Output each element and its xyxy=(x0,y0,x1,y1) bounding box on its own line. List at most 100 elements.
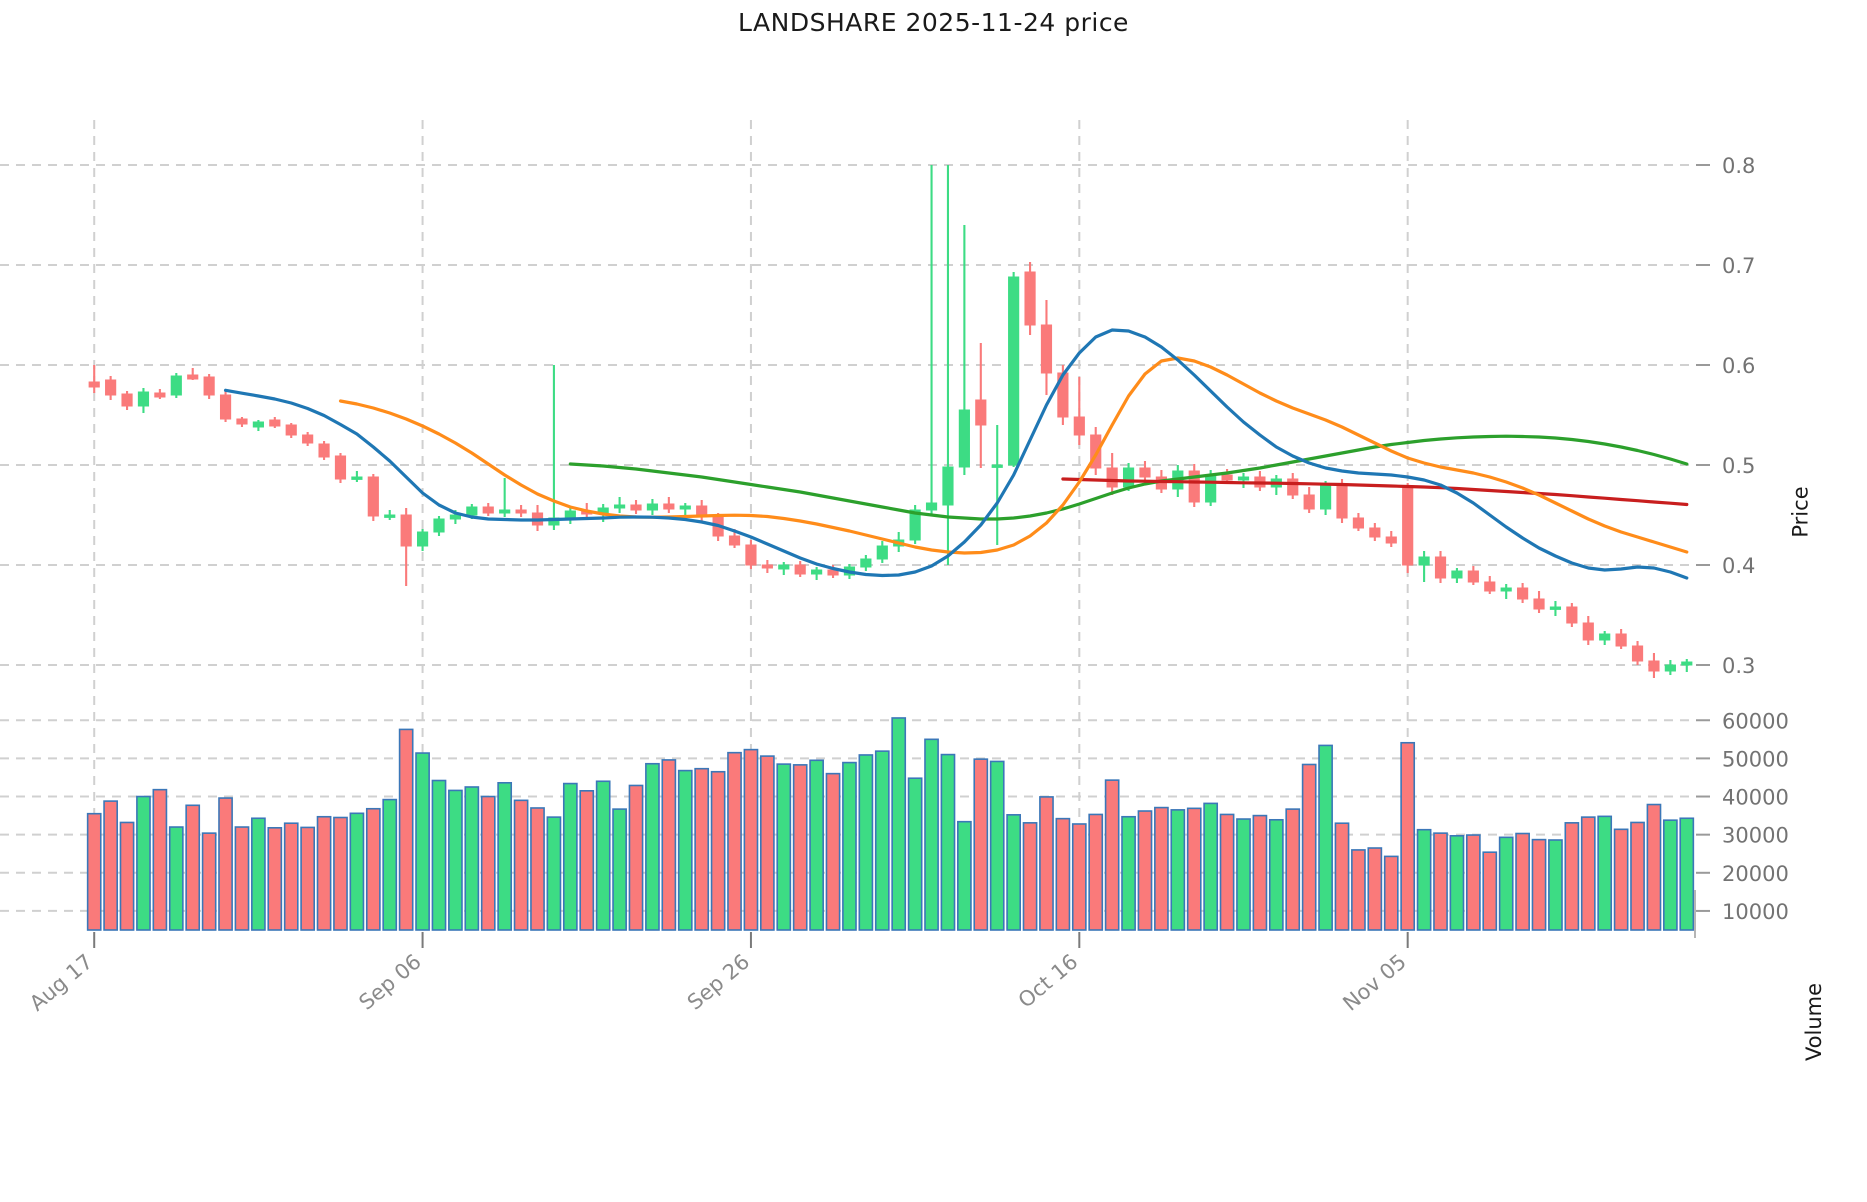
candle-body xyxy=(646,503,659,511)
volume-bar xyxy=(267,826,283,931)
volume-bar xyxy=(1416,828,1432,931)
candle-body xyxy=(1237,476,1250,481)
candle-body xyxy=(1385,536,1397,544)
volume-bar xyxy=(1548,839,1563,931)
volume-bar xyxy=(136,795,151,931)
price-tick-label: 0.3 xyxy=(1722,654,1755,678)
volume-bar xyxy=(924,738,939,931)
candle-body xyxy=(1040,324,1053,374)
volume-bar xyxy=(349,812,365,931)
candle-body xyxy=(367,476,379,517)
volume-bar xyxy=(694,767,710,931)
volume-bar xyxy=(579,790,595,931)
date-tick-label: Oct 16 xyxy=(1014,949,1083,1012)
candle-body xyxy=(1517,587,1529,600)
candle-body xyxy=(1533,598,1545,610)
candle-body xyxy=(416,531,429,547)
candle-body xyxy=(154,392,166,398)
candle-body xyxy=(1418,556,1430,566)
volume-bar xyxy=(612,808,627,931)
volume-bar xyxy=(1515,832,1530,931)
candle-body xyxy=(400,514,412,547)
volume-bar xyxy=(530,807,545,931)
candle-body xyxy=(1287,478,1299,496)
candle-body xyxy=(1205,474,1217,503)
volume-bar xyxy=(1433,832,1448,931)
candle-body xyxy=(1320,484,1332,510)
candle-body xyxy=(958,409,970,468)
volume-bar xyxy=(1268,818,1284,931)
candle-body xyxy=(1664,664,1676,672)
volume-bar xyxy=(1367,847,1383,931)
candle-body xyxy=(811,569,823,575)
candle-body xyxy=(1631,645,1644,662)
volume-tick-label: 20000 xyxy=(1722,862,1789,886)
candle-body xyxy=(909,509,921,541)
volume-bar xyxy=(1071,823,1087,931)
candle-body xyxy=(728,535,741,546)
candle-body xyxy=(236,418,248,425)
date-tick-label: Sep 06 xyxy=(354,949,425,1014)
volume-bar xyxy=(1580,816,1596,931)
volume-bar xyxy=(1121,815,1136,931)
volume-bar xyxy=(1482,851,1498,931)
candle-body xyxy=(991,464,1003,468)
volume-bar xyxy=(743,748,759,931)
candle-body xyxy=(794,564,806,575)
volume-bar xyxy=(1285,808,1301,931)
candle-body xyxy=(679,505,691,510)
volume-bar xyxy=(645,762,660,931)
volume-bar xyxy=(792,764,808,931)
price-tick-label: 0.6 xyxy=(1722,354,1755,378)
volume-bar xyxy=(940,753,956,931)
candle-body xyxy=(1484,581,1496,592)
volume-bar xyxy=(1203,802,1219,931)
volume-bar xyxy=(513,799,529,931)
candle-body xyxy=(1188,470,1200,503)
candle-body xyxy=(975,399,987,426)
candle-body xyxy=(515,509,527,514)
candle-body xyxy=(105,379,117,396)
volume-axis-title: Volume xyxy=(1802,982,1827,1062)
volume-bar xyxy=(1663,819,1678,931)
price-tick-label: 0.8 xyxy=(1722,154,1755,178)
candle-body xyxy=(1303,494,1315,510)
volume-bar xyxy=(1006,814,1022,931)
volume-bar xyxy=(776,763,792,931)
volume-bar xyxy=(1318,744,1333,931)
candle-body xyxy=(88,381,100,388)
volume-bars-layer xyxy=(86,717,1695,931)
volume-bar xyxy=(1679,817,1695,931)
page-title: LANDSHARE 2025-11-24 price xyxy=(738,8,1129,37)
volume-bar xyxy=(907,777,923,931)
volume-tick-label: 30000 xyxy=(1722,824,1789,848)
volume-bar xyxy=(234,826,250,931)
volume-bar xyxy=(431,779,447,931)
volume-bar xyxy=(1236,818,1251,931)
volume-tick-label: 50000 xyxy=(1722,747,1789,771)
volume-bar xyxy=(251,817,266,931)
candle-body xyxy=(778,564,790,570)
volume-bar xyxy=(1154,806,1169,931)
volume-bar xyxy=(874,750,890,931)
volume-bar xyxy=(333,816,348,931)
volume-bar xyxy=(1137,810,1153,931)
date-tick-label: Aug 17 xyxy=(25,949,97,1015)
volume-bar xyxy=(415,752,430,931)
candle-body xyxy=(1369,527,1381,538)
candle-body xyxy=(630,504,642,511)
volume-bar xyxy=(316,815,332,931)
candle-body xyxy=(351,476,363,480)
volume-bar xyxy=(1170,809,1186,931)
volume-bar xyxy=(1383,855,1399,931)
volume-bar xyxy=(973,758,989,931)
volume-bar xyxy=(661,759,677,931)
volume-bar xyxy=(989,760,1005,931)
volume-bar xyxy=(1630,821,1645,931)
volume-bar xyxy=(448,789,463,931)
candle-body xyxy=(449,514,462,520)
volume-bar xyxy=(480,795,496,931)
volume-bar xyxy=(1564,822,1580,931)
volume-bar xyxy=(595,780,611,931)
